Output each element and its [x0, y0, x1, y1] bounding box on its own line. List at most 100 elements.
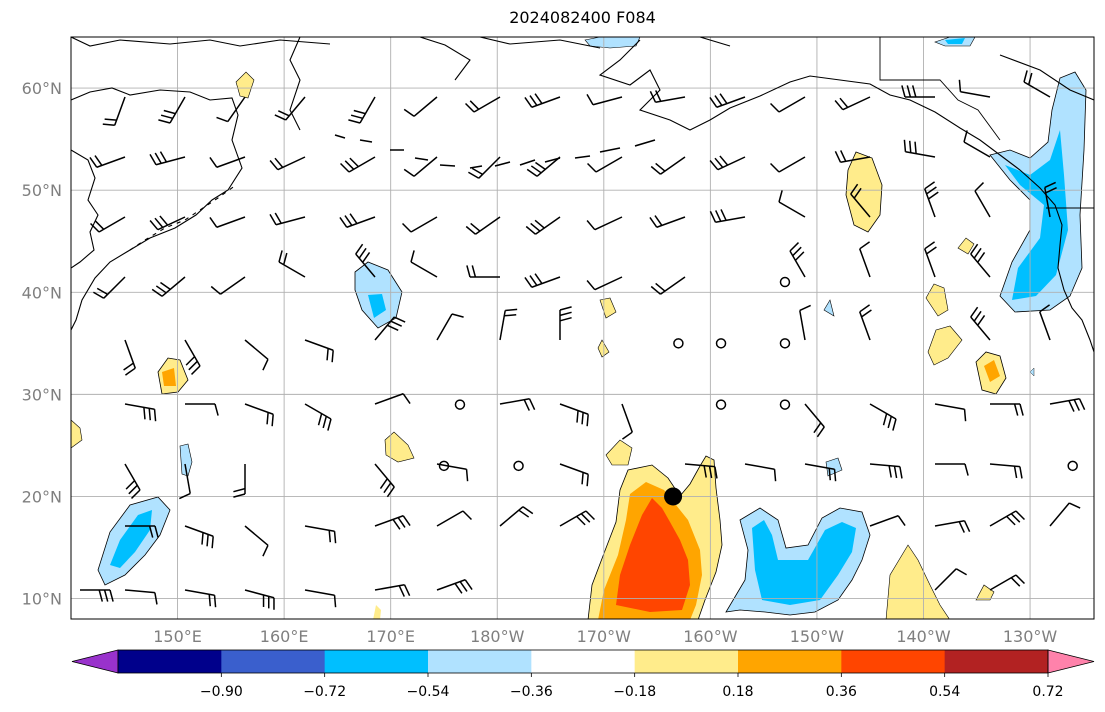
colorbar-swatch	[324, 650, 429, 673]
wind-barb	[184, 525, 214, 549]
wind-barb	[151, 276, 186, 297]
wind-barb	[244, 589, 275, 610]
colorbar: −0.90 −0.72 −0.54 −0.36 −0.18 0.18 0.36 0.54 0.7…	[71, 649, 1095, 700]
wind-barb	[586, 93, 623, 106]
calm-circle	[715, 399, 727, 410]
wind-barb	[649, 90, 686, 103]
wind-barb	[340, 156, 376, 173]
colorbar-swatch	[634, 650, 739, 673]
wind-barb	[149, 151, 186, 166]
lon-tick-label: 150°W	[790, 627, 845, 646]
wind-barb	[859, 241, 871, 278]
colorbar-swatch	[841, 650, 946, 673]
wind-barb	[158, 96, 186, 124]
wind-barb	[499, 308, 518, 341]
colorbar-frame	[117, 649, 1049, 674]
wind-barb	[244, 339, 269, 371]
wind-barb	[970, 306, 991, 341]
wind-barb	[850, 183, 871, 218]
wind-barb	[410, 250, 438, 278]
calm-circle	[779, 338, 791, 349]
colorbar-tick-label: 0.18	[722, 684, 753, 700]
wind-barb	[859, 304, 872, 341]
kuril-islands	[129, 184, 237, 251]
calm-circle	[454, 399, 466, 410]
wind-barbs	[80, 70, 1086, 610]
wind-barb	[924, 181, 939, 218]
wind-barb	[621, 403, 633, 440]
wind-barb	[744, 463, 777, 482]
wind-barb	[834, 150, 871, 163]
wind-barb	[970, 243, 991, 278]
wind-barb	[185, 403, 219, 416]
wind-barb	[216, 96, 246, 123]
wind-barb	[1023, 70, 1051, 98]
wind-barb	[304, 589, 337, 608]
wind-barb	[374, 584, 411, 597]
wind-barb	[374, 515, 411, 530]
colorbar-high-extend	[1047, 649, 1095, 674]
lon-tick-label: 150°E	[153, 627, 202, 646]
wind-barb	[869, 463, 903, 479]
lat-tick-label: 50°N	[22, 181, 62, 200]
longitude-labels: 150°E 160°E 170°E 180°W 170°W 160°W 150°W 140°W…	[153, 627, 1057, 646]
wind-barb	[1044, 181, 1057, 218]
wind-barb	[466, 265, 500, 278]
wind-barb	[989, 510, 1025, 527]
lat-tick-label: 40°N	[22, 283, 62, 302]
wind-barb	[834, 96, 871, 111]
wind-barb	[269, 156, 306, 171]
wind-barb	[124, 589, 158, 605]
wind-barb	[436, 579, 473, 594]
lon-tick-label: 130°W	[1003, 627, 1058, 646]
calm-circle	[779, 399, 791, 410]
calm-circle	[438, 460, 450, 472]
colorbar-swatch	[428, 650, 532, 673]
wind-barb	[93, 276, 126, 299]
wind-barb	[559, 403, 589, 427]
wind-barb	[1039, 304, 1051, 341]
wind-barb	[650, 276, 686, 295]
colorbar-tick-label: −0.54	[407, 684, 450, 700]
calm-circle	[673, 338, 684, 349]
wind-barb	[990, 403, 1024, 416]
map-gridlines	[71, 37, 1094, 619]
aleutian-chain	[334, 134, 656, 169]
wind-barb	[934, 520, 971, 533]
lat-tick-label: 20°N	[22, 487, 62, 506]
lon-tick-label: 160°E	[260, 627, 309, 646]
wind-barb	[958, 79, 991, 98]
lat-tick-label: 10°N	[22, 590, 62, 609]
wind-barb	[374, 463, 395, 498]
wind-barb	[436, 510, 472, 527]
colorbar-tick-label: −0.90	[200, 684, 243, 700]
wind-barb	[935, 463, 969, 476]
wind-barb	[89, 155, 126, 168]
wind-barb	[559, 510, 595, 527]
wind-barb	[304, 339, 334, 363]
wind-barb	[559, 463, 589, 487]
wind-barb	[586, 216, 623, 231]
wind-barb	[123, 339, 136, 376]
wind-barb	[799, 304, 811, 341]
wind-barb	[402, 216, 438, 233]
calm-circle	[715, 338, 727, 349]
wind-barb	[149, 215, 186, 231]
wind-barb	[963, 130, 991, 158]
lon-tick-label: 180°W	[470, 627, 525, 646]
wind-barb	[770, 96, 806, 113]
lat-tick-label: 60°N	[22, 79, 62, 98]
colorbar-tick-label: −0.36	[510, 684, 553, 700]
colorbar-swatch	[118, 650, 222, 673]
colorbar-swatch	[531, 650, 636, 673]
wind-barb	[339, 213, 376, 228]
calm-circle	[1067, 460, 1078, 472]
colorbar-swatch	[221, 650, 326, 673]
wind-barb	[274, 96, 306, 121]
wind-barb	[102, 96, 126, 126]
wind-barb	[1049, 502, 1081, 527]
wind-barb	[903, 139, 936, 158]
wind-barb	[1049, 398, 1086, 412]
wind-barb	[184, 589, 217, 608]
